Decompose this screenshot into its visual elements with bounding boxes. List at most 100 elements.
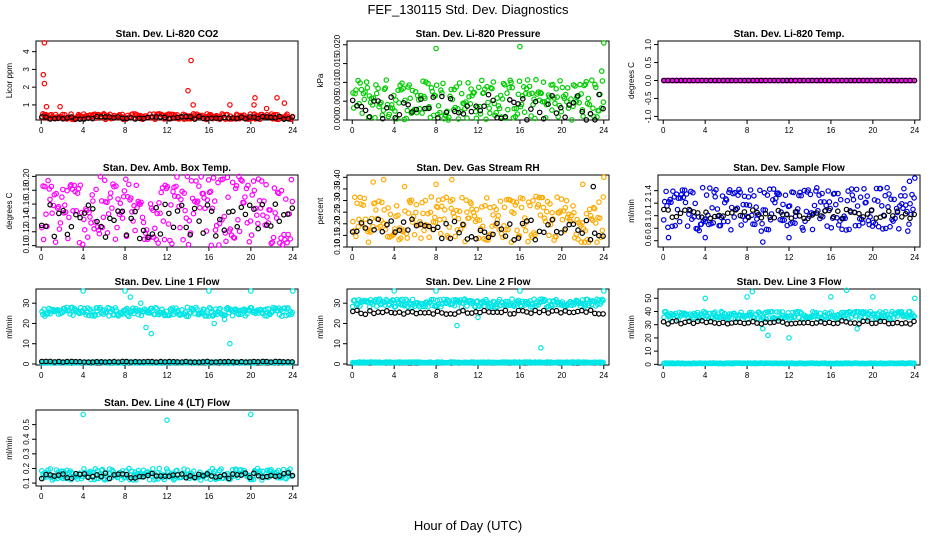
data-point	[287, 236, 294, 242]
data-point	[679, 187, 686, 193]
y-tick-label: 20	[644, 333, 653, 342]
series-1	[38, 39, 296, 123]
data-point	[364, 84, 371, 91]
data-point	[198, 174, 205, 180]
panel-5: Stan. Dev. Gas Stream RH0 4 8 12 16 20 240.100…	[316, 163, 610, 262]
data-point	[255, 115, 261, 122]
data-point	[749, 207, 756, 213]
x-tick-label: 16	[204, 371, 213, 380]
series-2	[661, 360, 917, 367]
data-point	[790, 189, 797, 196]
data-point	[180, 472, 186, 478]
x-tick-label: 0	[39, 492, 44, 501]
y-tick-label: 30	[333, 298, 342, 307]
y-tick-label: 1.2	[644, 197, 653, 209]
data-point	[694, 210, 701, 216]
data-point	[123, 176, 129, 183]
data-point	[190, 468, 197, 475]
outlier-point	[843, 287, 850, 294]
y-tick-label: 0.20	[333, 215, 342, 231]
data-point	[289, 472, 296, 479]
data-point	[284, 239, 290, 246]
data-point	[528, 217, 534, 224]
data-point	[139, 214, 146, 221]
data-point	[557, 78, 563, 84]
data-point	[464, 303, 470, 309]
data-point	[197, 204, 203, 211]
series-1	[38, 173, 296, 249]
data-point	[201, 306, 207, 313]
data-point	[907, 321, 914, 327]
data-point	[77, 214, 83, 221]
data-point	[403, 115, 410, 122]
y-tick-label: 0.25	[333, 204, 342, 220]
data-point	[153, 475, 159, 482]
data-point	[49, 210, 55, 217]
data-point	[466, 215, 472, 221]
data-point	[696, 227, 703, 234]
data-point	[868, 207, 875, 213]
data-point	[278, 187, 285, 194]
data-point	[564, 85, 571, 91]
data-point	[506, 221, 513, 227]
data-point	[60, 471, 66, 477]
data-point	[102, 470, 109, 477]
y-tick-label: 1.0	[644, 210, 653, 222]
data-point	[853, 186, 860, 193]
data-point	[473, 115, 480, 122]
data-point	[805, 215, 811, 222]
data-point	[535, 201, 542, 208]
data-point	[684, 223, 691, 229]
data-point	[267, 223, 274, 229]
data-point	[121, 188, 128, 194]
data-point	[911, 77, 918, 84]
data-point	[47, 196, 53, 203]
x-tick-label: 16	[515, 253, 524, 262]
data-point	[55, 210, 62, 217]
x-tick-label: 20	[246, 371, 255, 380]
y-axis-label: degrees C	[627, 62, 636, 99]
data-point	[371, 227, 377, 233]
data-point	[483, 195, 490, 201]
data-point	[775, 207, 782, 214]
data-point	[218, 466, 224, 472]
panel-title: Stan. Dev. Amb. Box Temp.	[103, 163, 231, 174]
data-point	[373, 90, 380, 97]
data-point	[521, 109, 528, 116]
data-point	[379, 228, 386, 235]
data-point	[73, 211, 79, 218]
data-point	[224, 174, 231, 181]
y-tick-label: 0.40	[333, 169, 342, 185]
data-point	[109, 205, 115, 211]
data-point	[583, 117, 590, 123]
data-point	[418, 235, 424, 242]
data-point	[591, 113, 597, 120]
x-tick-label: 4	[81, 371, 86, 380]
data-point	[207, 476, 214, 483]
outlier-point	[289, 288, 296, 294]
x-tick-label: 4	[392, 371, 397, 380]
data-point	[537, 212, 544, 218]
data-point	[456, 80, 463, 86]
outlier-point	[702, 234, 709, 241]
data-point	[828, 225, 835, 231]
data-point	[583, 210, 590, 217]
data-point	[143, 227, 150, 233]
outlier-point	[122, 288, 128, 294]
data-point	[782, 192, 789, 199]
data-point	[64, 231, 71, 238]
data-point	[175, 193, 181, 200]
data-point	[375, 98, 381, 104]
data-point	[512, 202, 519, 208]
data-point	[362, 89, 368, 95]
data-point	[468, 200, 474, 207]
data-point	[526, 91, 532, 97]
data-point	[574, 93, 581, 99]
data-point	[361, 195, 368, 202]
data-point	[400, 85, 407, 92]
y-tick-label: 0	[644, 362, 653, 367]
data-point	[527, 304, 534, 310]
data-point	[64, 187, 70, 194]
data-point	[501, 82, 508, 88]
outlier-point	[185, 87, 191, 94]
